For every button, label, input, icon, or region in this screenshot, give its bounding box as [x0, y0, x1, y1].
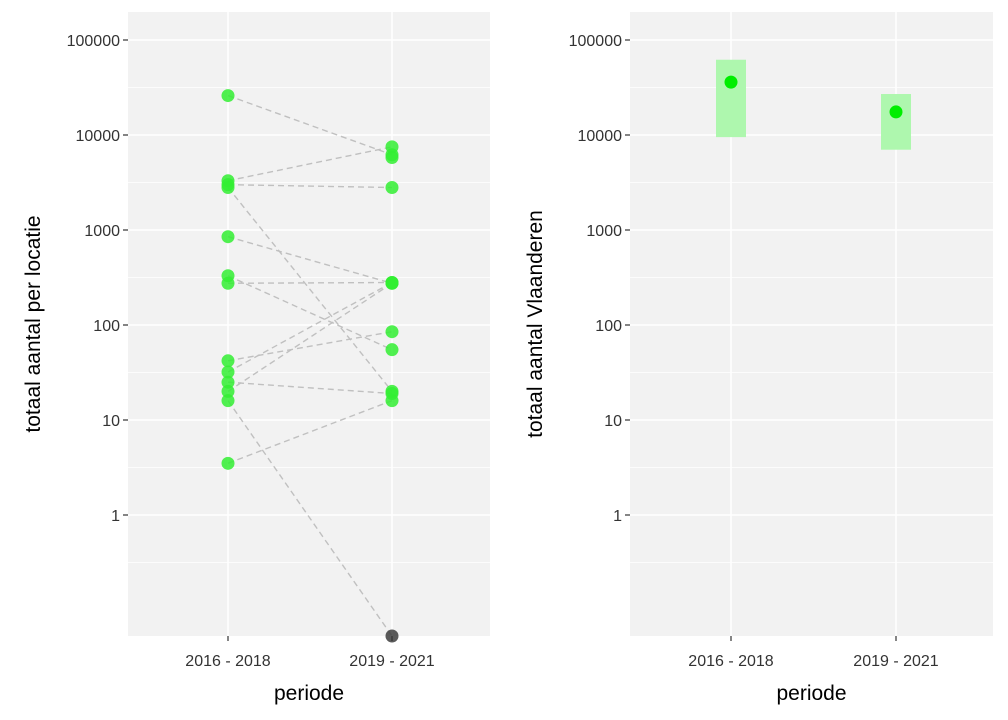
x-tick-label: 2019 - 2021: [349, 653, 435, 670]
panel-background: [630, 12, 993, 636]
y-tick-label: 1000: [84, 223, 120, 240]
data-point: [221, 181, 235, 195]
gridlines: [630, 12, 993, 636]
x-tick-label: 2016 - 2018: [688, 653, 774, 670]
connector-line: [227, 282, 393, 392]
gridlines: [128, 12, 490, 636]
confidence-interval: [881, 94, 911, 150]
y-tick-label: 10000: [76, 128, 121, 145]
data-point: [385, 276, 399, 290]
y-tick-label: 10: [604, 413, 622, 430]
series-layer: [221, 89, 399, 643]
data-point: [221, 276, 235, 290]
x-tick-label: 2016 - 2018: [185, 653, 271, 670]
y-tick-label: 100000: [569, 33, 622, 50]
y-tick-label: 100000: [67, 33, 120, 50]
x-tick-label: 2019 - 2021: [853, 653, 939, 670]
data-point: [221, 230, 235, 244]
data-point: [221, 394, 235, 408]
panel-vlaanderen: 1 10 100 1000 10000 100000 2016 - 2018 2019 - …: [524, 12, 993, 705]
estimate-point: [889, 105, 903, 119]
y-tick-label: 100: [93, 318, 120, 335]
y-tick-label: 10000: [578, 128, 623, 145]
data-point: [385, 150, 399, 164]
y-tick-label: 1: [613, 508, 622, 525]
connector-line: [227, 281, 393, 373]
y-tick-label: 100: [595, 318, 622, 335]
x-axis: 2016 - 2018 2019 - 2021: [185, 636, 435, 670]
y-tick-label: 10: [102, 413, 120, 430]
series-layer: [716, 59, 911, 150]
y-tick-label: 1: [111, 508, 120, 525]
confidence-interval: [716, 59, 746, 138]
connector-line: [227, 187, 393, 392]
connector-line: [227, 381, 393, 395]
panel-per-locatie: 1 10 100 1000 10000 100000 2016 - 2018 2019 - …: [22, 12, 490, 705]
connector-line: [227, 400, 393, 637]
connector-line: [227, 281, 393, 284]
data-point: [385, 394, 399, 408]
data-point: [221, 375, 235, 389]
data-point: [385, 325, 399, 339]
y-tick-label: 1000: [586, 223, 622, 240]
data-point: [221, 354, 235, 368]
data-point: [385, 343, 399, 357]
x-axis-title: periode: [776, 682, 846, 705]
connector-line: [227, 331, 393, 362]
data-point: [221, 89, 235, 103]
data-point: [221, 365, 235, 379]
connector-line: [227, 183, 393, 189]
data-point: [385, 181, 399, 195]
data-point: [221, 456, 235, 470]
y-axis: 1 10 100 1000 10000 100000: [569, 33, 630, 525]
x-axis-title: periode: [274, 682, 344, 705]
y-axis-title: totaal aantal per locatie: [22, 215, 45, 432]
data-point: [221, 384, 235, 398]
y-axis: 1 10 100 1000 10000 100000: [67, 33, 128, 525]
x-axis: 2016 - 2018 2019 - 2021: [688, 636, 939, 670]
data-point: [385, 140, 399, 154]
connector-line: [227, 236, 393, 284]
estimate-point: [724, 75, 738, 89]
y-axis-title: totaal aantal Vlaanderen: [524, 210, 547, 438]
connector-line: [227, 94, 393, 156]
panel-background: [128, 12, 490, 636]
connector-line: [227, 146, 393, 182]
